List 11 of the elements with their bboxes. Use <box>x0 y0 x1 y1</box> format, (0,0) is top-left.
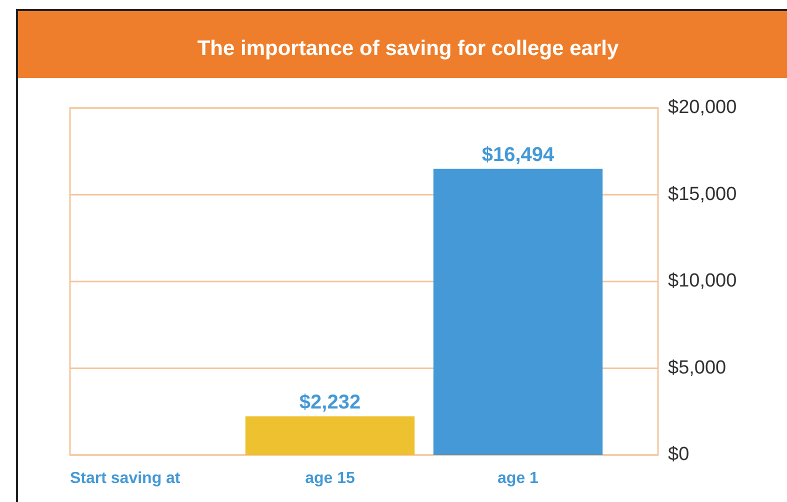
x-tick-label: age 15 <box>305 470 356 487</box>
x-axis-title: Start saving at <box>70 470 181 487</box>
y-tick-label: $10,000 <box>668 270 737 292</box>
y-tick-label: $15,000 <box>668 184 737 205</box>
y-tick-label: $0 <box>668 444 690 466</box>
data-label: $16,494 <box>482 144 556 166</box>
y-tick-label: $20,000 <box>668 97 737 118</box>
chart-title: The importance of saving for college early <box>197 37 619 60</box>
data-label: $2,232 <box>299 391 361 414</box>
x-tick-label: age 1 <box>498 470 539 487</box>
y-tick-label: $5,000 <box>668 357 726 378</box>
